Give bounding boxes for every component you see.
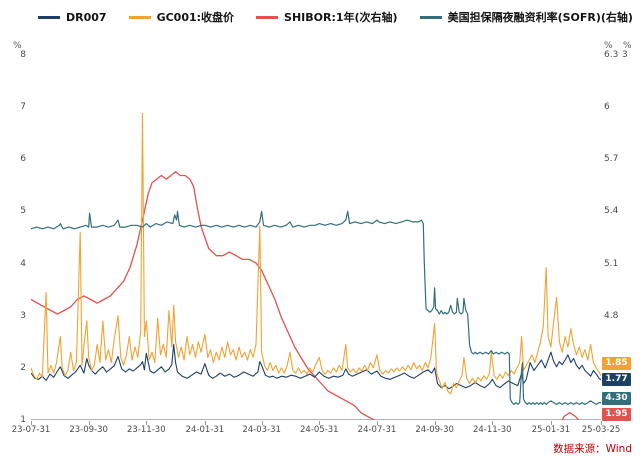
x-axis-label: 23-09-30 bbox=[69, 425, 108, 435]
y-tick-label-left: 2 bbox=[20, 362, 26, 373]
y-tick-label-right2: 3 bbox=[622, 50, 628, 60]
series-line-dr007 bbox=[31, 343, 601, 390]
far-right-axis-unit: % bbox=[623, 41, 632, 51]
legend-line-swatch-shibor1y bbox=[256, 15, 279, 19]
x-axis-tick bbox=[434, 421, 436, 425]
legend-label-gc001: GC001:收盘价 bbox=[156, 11, 235, 24]
legend-label-shibor1y: SHIBOR:1年(次右轴) bbox=[284, 11, 398, 24]
x-axis-label: 24-09-30 bbox=[415, 425, 454, 435]
x-axis-label: 24-07-31 bbox=[357, 425, 397, 435]
x-axis-label: 24-01-31 bbox=[185, 425, 225, 435]
y-tick-label-right1: 6.3 bbox=[604, 50, 619, 60]
x-axis-label: 25-03-25 bbox=[581, 425, 621, 435]
x-axis-label: 23-11-30 bbox=[127, 425, 166, 435]
y-tick-label-right1: 5.4 bbox=[604, 206, 619, 217]
y-tick-label-left: 7 bbox=[20, 102, 26, 113]
last-value-callout-sofr: 4.30 bbox=[602, 391, 631, 405]
x-axis-tick bbox=[146, 421, 148, 425]
y-tick-label-left: 1 bbox=[20, 415, 26, 425]
last-value-callout-dr007: 1.77 bbox=[602, 373, 631, 387]
chart-canvas bbox=[31, 112, 601, 420]
x-axis-label: 24-03-31 bbox=[242, 425, 281, 435]
legend-label-sofr: 美国担保隔夜融资利率(SOFR)(右轴) bbox=[447, 11, 633, 24]
y-tick-label-left: 3 bbox=[20, 310, 26, 321]
legend-line-swatch-gc001 bbox=[128, 15, 151, 19]
legend-item-gc001[interactable]: GC001:收盘价 bbox=[128, 9, 235, 25]
series-line-shibor1y bbox=[31, 171, 580, 420]
x-axis-label: 24-11-30 bbox=[472, 425, 512, 435]
series-line-gc001 bbox=[31, 112, 601, 395]
legend-item-sofr[interactable]: 美国担保隔夜融资利率(SOFR)(右轴) bbox=[419, 9, 633, 25]
left-axis-unit: % bbox=[13, 41, 22, 51]
x-axis-label: 23-07-31 bbox=[11, 425, 51, 435]
y-tick-label-right1: 4.8 bbox=[604, 310, 619, 321]
legend-label-dr007: DR007 bbox=[66, 10, 107, 24]
legend-item-shibor1y[interactable]: SHIBOR:1年(次右轴) bbox=[256, 9, 398, 25]
legend-item-dr007[interactable]: DR007 bbox=[38, 11, 107, 24]
last-value-callout-shibor1y: 1.95 bbox=[602, 407, 631, 421]
last-value-callout-gc001: 1.85 bbox=[602, 357, 631, 371]
x-axis-tick bbox=[319, 421, 321, 425]
series-line-sofr bbox=[31, 210, 601, 405]
y-tick-label-left: 4 bbox=[20, 258, 26, 269]
y-tick-label-right1: 6 bbox=[604, 102, 610, 113]
x-axis-tick bbox=[550, 421, 552, 425]
y-tick-label-right1: 5.7 bbox=[604, 154, 619, 165]
legend-line-swatch-dr007 bbox=[38, 15, 60, 19]
x-axis-tick bbox=[376, 421, 378, 425]
y-tick-label-right1: 5.1 bbox=[604, 258, 619, 269]
legend-line-swatch-sofr bbox=[419, 15, 442, 19]
legend: DR007 GC001:收盘价 SHIBOR:1年(次右轴) 美国担保隔夜融资利率(S… bbox=[38, 9, 633, 25]
x-axis-tick bbox=[601, 421, 602, 425]
x-axis-tick bbox=[204, 421, 206, 425]
x-axis-label: 24-05-31 bbox=[300, 425, 339, 435]
x-axis-tick bbox=[492, 421, 494, 425]
y-tick-label-left: 8 bbox=[20, 50, 26, 60]
right-axis-unit: % bbox=[604, 41, 613, 51]
plot-area bbox=[31, 55, 601, 420]
x-axis-tick bbox=[261, 421, 263, 425]
y-tick-label-left: 5 bbox=[20, 206, 26, 217]
data-source-note: 数据来源：Wind bbox=[553, 443, 632, 455]
x-axis-tick bbox=[88, 421, 90, 425]
x-axis-tick bbox=[31, 421, 32, 425]
y-tick-label-left: 6 bbox=[20, 154, 26, 165]
x-axis-label: 25-01-31 bbox=[531, 425, 571, 435]
